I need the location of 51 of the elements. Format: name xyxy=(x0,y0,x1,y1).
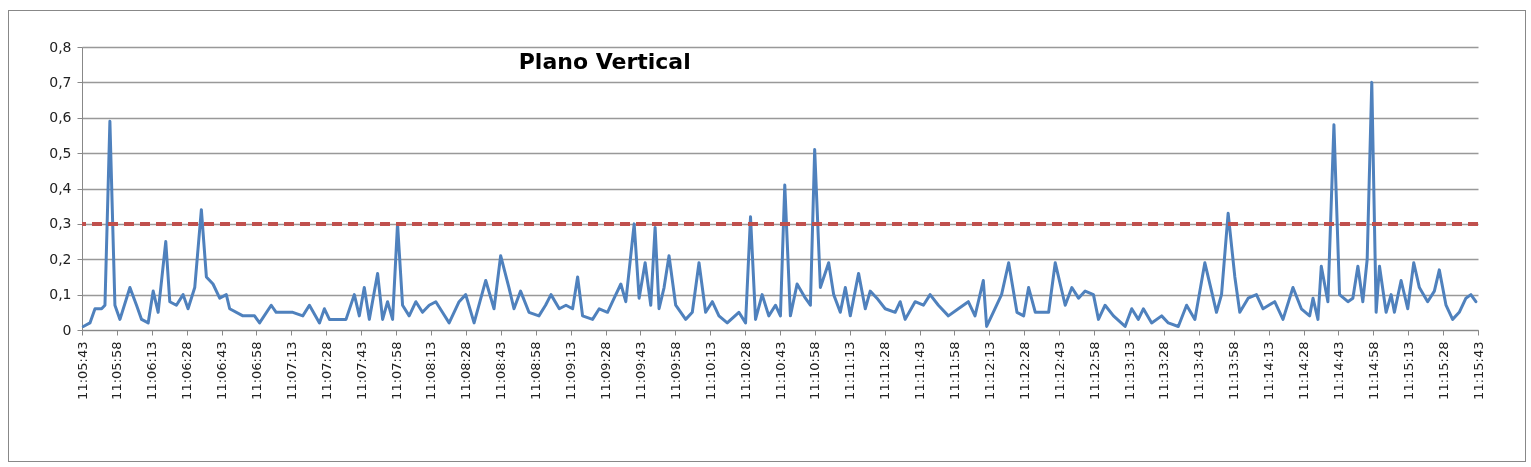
x-tick-label: 11:12:43 xyxy=(1051,341,1067,400)
x-tick-label: 11:08:28 xyxy=(458,341,474,400)
x-tick-label: 11:06:13 xyxy=(144,341,160,400)
x-tick-label: 11:14:13 xyxy=(1261,341,1277,400)
x-tick-label: 11:10:58 xyxy=(807,341,823,400)
x-tick-label: 11:15:28 xyxy=(1435,341,1451,400)
x-tick-label: 11:06:58 xyxy=(248,341,264,400)
x-tick-label: 11:07:58 xyxy=(388,341,404,400)
x-tick-label: 11:12:58 xyxy=(1086,341,1102,400)
x-tick-label: 11:14:43 xyxy=(1330,341,1346,400)
x-tick-label: 11:13:58 xyxy=(1226,341,1242,400)
x-tick-label: 11:09:43 xyxy=(632,341,648,400)
x-tick-label: 11:06:28 xyxy=(179,341,195,400)
x-tick-label: 11:07:43 xyxy=(353,341,369,400)
y-tick-label: 0,1 xyxy=(49,286,72,303)
x-tick-label: 11:10:28 xyxy=(737,341,753,400)
x-tick-label: 11:10:13 xyxy=(702,341,718,400)
x-tick-label: 11:07:28 xyxy=(318,341,334,400)
x-tick-label: 11:14:58 xyxy=(1365,341,1381,400)
x-tick-label: 11:15:13 xyxy=(1400,341,1416,400)
x-tick-label: 11:13:13 xyxy=(1121,341,1137,400)
x-tick-label: 11:09:28 xyxy=(598,341,614,400)
x-tick-label: 11:05:43 xyxy=(74,341,90,400)
y-tick-label: 0,3 xyxy=(49,215,72,232)
x-tick-label: 11:08:43 xyxy=(493,341,509,400)
x-tick-label: 11:15:43 xyxy=(1470,341,1486,400)
x-tick-label: 11:14:28 xyxy=(1296,341,1312,400)
x-tick-label: 11:10:43 xyxy=(772,341,788,400)
y-tick-label: 0,2 xyxy=(49,250,72,267)
y-tick-label: 0,7 xyxy=(49,73,72,90)
y-tick-label: 0 xyxy=(62,321,72,338)
x-tick-label: 11:09:13 xyxy=(563,341,579,400)
x-tick-label: 11:12:13 xyxy=(981,341,997,400)
x-tick-label: 11:11:58 xyxy=(946,341,962,400)
x-tick-label: 11:11:43 xyxy=(912,341,928,400)
y-tick-label: 0,4 xyxy=(49,180,72,196)
x-tick-label: 11:11:28 xyxy=(877,341,893,400)
x-tick-label: 11:08:13 xyxy=(423,341,439,400)
x-tick-label: 11:12:28 xyxy=(1016,341,1032,400)
x-tick-label: 11:13:28 xyxy=(1156,341,1172,400)
x-tick-label: 11:07:13 xyxy=(283,341,299,400)
x-tick-label: 11:13:43 xyxy=(1191,341,1207,400)
x-tick-label: 11:06:43 xyxy=(214,341,230,400)
x-tick-label: 11:09:58 xyxy=(667,341,683,400)
y-tick-label: 0,6 xyxy=(49,109,72,126)
y-tick-label: 0,8 xyxy=(49,38,72,55)
x-tick-label: 11:08:58 xyxy=(528,341,544,400)
x-tick-label: 11:11:13 xyxy=(842,341,858,400)
y-tick-label: 0,5 xyxy=(49,144,72,161)
x-tick-label: 11:05:58 xyxy=(109,341,125,400)
chart-title: Plano Vertical xyxy=(518,49,691,74)
